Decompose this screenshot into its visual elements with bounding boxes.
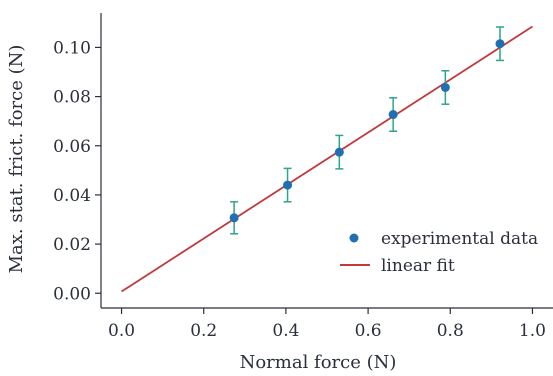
data-point <box>229 213 239 223</box>
x-tick-label: 0.6 <box>355 321 382 341</box>
legend-label-experimental-data: experimental data <box>381 229 538 249</box>
y-tick-label: 0.06 <box>53 137 91 157</box>
data-point <box>334 147 344 157</box>
x-tick-label: 0.0 <box>108 321 135 341</box>
fit-line <box>121 25 533 293</box>
data-point <box>388 110 398 120</box>
y-tick-label: 0.08 <box>53 88 91 108</box>
x-tick-label: 0.8 <box>437 321 464 341</box>
x-tick-label: 1.0 <box>519 321 546 341</box>
y-tick-label: 0.02 <box>53 235 91 255</box>
legend-label-linear-fit: linear fit <box>381 256 455 276</box>
axes: 0.0 0.2 0.4 0.6 0.8 1.0 0.00 0.02 0.04 0.06 0.08 0.… <box>53 13 553 341</box>
plot-area <box>121 25 533 293</box>
x-tick-label: 0.4 <box>272 321 299 341</box>
data-point <box>283 180 293 190</box>
x-tick-label: 0.2 <box>190 321 217 341</box>
y-tick-label: 0.00 <box>53 284 91 304</box>
y-tick-label: 0.10 <box>53 38 91 58</box>
legend: experimental data linear fit <box>340 229 538 276</box>
legend-marker-experimental-data <box>349 233 359 243</box>
y-tick-label: 0.04 <box>53 186 91 206</box>
data-point <box>495 39 505 49</box>
data-point <box>440 82 450 92</box>
y-axis-title: Max. stat. frict. force (N) <box>6 45 27 274</box>
x-axis-title: Normal force (N) <box>240 352 397 373</box>
